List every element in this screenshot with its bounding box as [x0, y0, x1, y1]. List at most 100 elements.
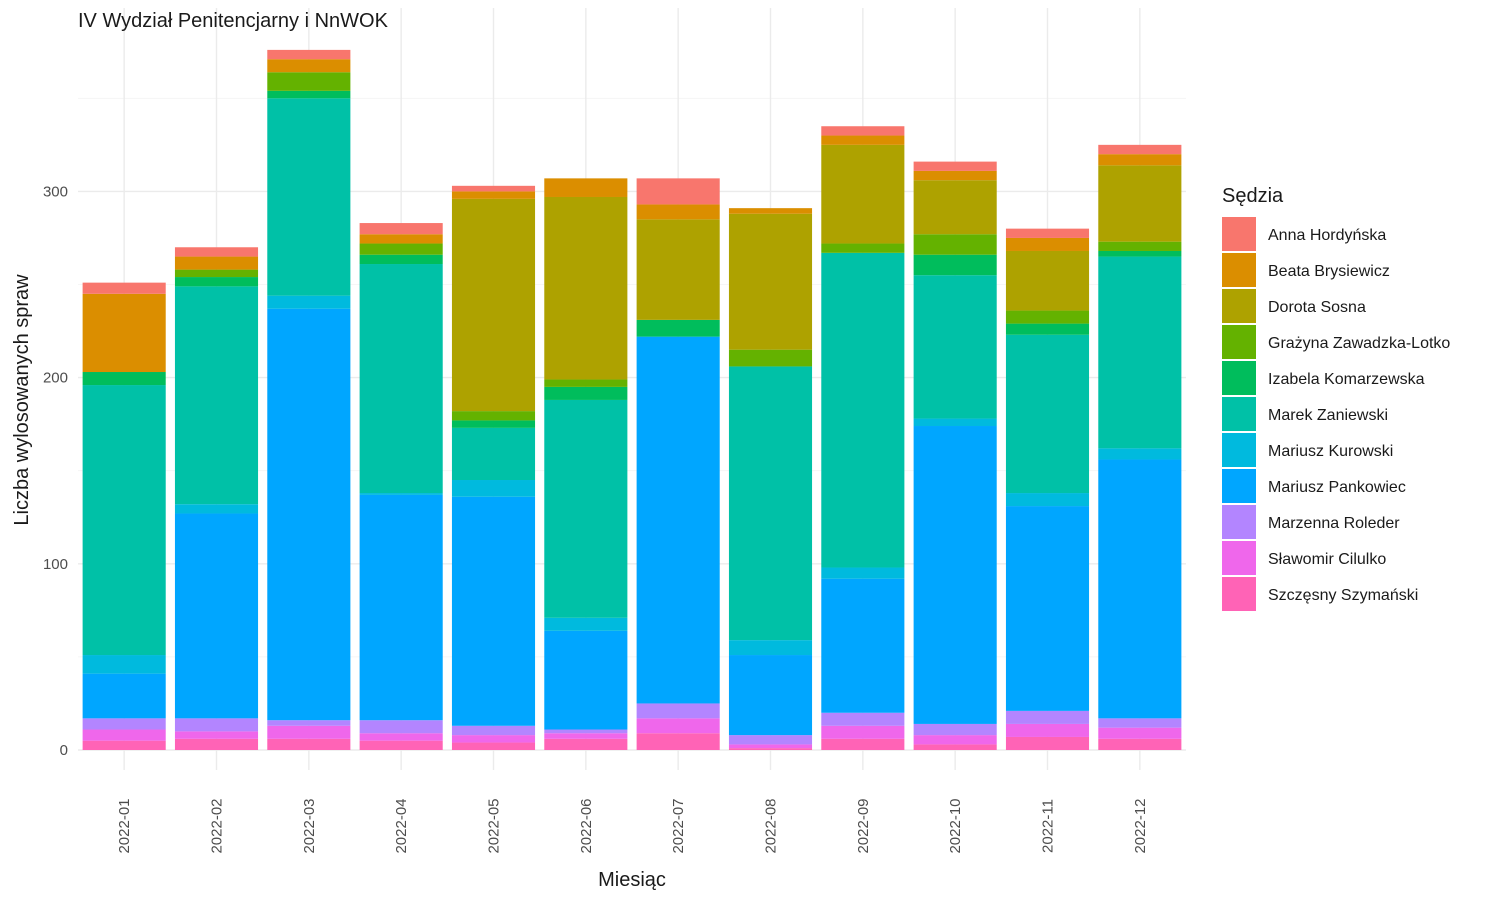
bar-segment — [267, 98, 351, 296]
bar-segment — [82, 718, 166, 730]
bar-segment — [821, 144, 905, 244]
bar-segment — [359, 733, 443, 741]
bar-segment — [82, 385, 166, 656]
bar-segment — [913, 723, 997, 736]
bar-segment — [544, 399, 628, 618]
bar-segment — [1098, 165, 1182, 242]
x-tick-label: 2022-04 — [393, 798, 410, 853]
bar-segment — [821, 578, 905, 713]
x-tick-label: 2022-01 — [116, 798, 133, 853]
bar-segment — [359, 720, 443, 734]
bar-segment — [913, 170, 997, 181]
bar-segment — [913, 180, 997, 235]
bar-segment — [913, 426, 997, 724]
legend-label: Grażyna Zawadzka-Lotko — [1268, 335, 1450, 352]
x-tick-label: 2022-08 — [763, 798, 780, 853]
chart-title: IV Wydział Penitencjarny i NnWOK — [78, 10, 389, 32]
legend-label: Sławomir Cilulko — [1268, 551, 1386, 568]
bar-segment — [174, 504, 259, 514]
bar-segment — [544, 617, 628, 631]
bar-segment — [1098, 448, 1182, 460]
bar-segment — [267, 308, 351, 721]
legend: Sędzia Anna Hordyńska Beata Brysiewicz Dor… — [1222, 185, 1450, 611]
legend-swatch — [1222, 505, 1256, 539]
y-axis-title: Liczba wylosowanych spraw — [11, 274, 33, 526]
y-tick-label: 100 — [43, 556, 68, 573]
bar-segment — [1005, 334, 1090, 494]
bar-segment — [359, 740, 443, 750]
y-tick-label: 200 — [43, 370, 68, 387]
bar-segment — [913, 161, 997, 171]
bar-segment — [82, 282, 166, 294]
bar-segment — [544, 196, 628, 380]
bar-segment — [1098, 718, 1182, 728]
bar-segment — [359, 494, 443, 721]
bar-segment — [821, 243, 905, 253]
bar-segment — [544, 733, 628, 739]
y-tick-labels: 0 100 200 300 — [43, 183, 68, 759]
bar-segment — [82, 740, 166, 750]
bar-segment — [174, 731, 259, 739]
bar-segment — [82, 729, 166, 741]
bar-segment — [1005, 228, 1090, 238]
bar-segment — [267, 49, 351, 60]
bar-segment — [451, 185, 536, 192]
x-tick-label: 2022-10 — [947, 798, 964, 853]
bar-segment — [728, 748, 813, 750]
legend-swatch — [1222, 289, 1256, 323]
bar-segment — [1098, 256, 1182, 449]
x-tick-label: 2022-09 — [855, 798, 872, 853]
bar-segment — [359, 223, 443, 235]
bar-segment — [913, 744, 997, 750]
bar-segment — [174, 718, 259, 732]
bar-segment — [913, 254, 997, 276]
bar-segment — [1005, 710, 1090, 724]
bar-segment — [359, 243, 443, 255]
legend-swatch — [1222, 325, 1256, 359]
legend-label: Szczęsny Szymański — [1268, 587, 1418, 604]
x-tick-labels: 2022-01 2022-02 2022-03 2022-04 2022-05 2022-… — [116, 798, 1149, 853]
bar-segment — [359, 254, 443, 265]
bar-segment — [728, 655, 813, 736]
bar-segment — [451, 411, 536, 421]
bar-segment — [174, 256, 259, 270]
x-axis-title: Miesiąc — [598, 869, 666, 891]
bar-segment — [728, 744, 813, 749]
legend-swatch — [1222, 397, 1256, 431]
bar-segment — [636, 178, 720, 205]
bar-segment — [1098, 738, 1182, 750]
legend-swatch — [1222, 253, 1256, 287]
bar-segment — [174, 269, 259, 278]
x-tick-label: 2022-07 — [670, 798, 687, 853]
bar-segment — [1005, 493, 1090, 507]
bar-segment — [636, 733, 720, 750]
legend-swatch — [1222, 361, 1256, 395]
bar-segment — [174, 286, 259, 505]
bar-segment — [913, 735, 997, 745]
bar-segment — [82, 655, 166, 674]
bar-segment — [451, 420, 536, 428]
bar-segment — [359, 493, 443, 495]
bar-segment — [267, 725, 351, 739]
bar-segment — [821, 252, 905, 568]
bar-segment — [821, 135, 905, 145]
bar-segment — [728, 213, 813, 350]
bar-segment — [451, 496, 536, 726]
bar-segment — [451, 742, 536, 750]
bar-segment — [267, 59, 351, 73]
bar-segment — [544, 630, 628, 730]
bar-segment — [451, 427, 536, 481]
legend-swatch — [1222, 217, 1256, 251]
bar-segment — [728, 366, 813, 641]
bar-segment — [544, 178, 628, 197]
bar-segment — [267, 90, 351, 99]
bar-segment — [821, 725, 905, 739]
bar-segment — [544, 379, 628, 387]
x-tick-label: 2022-02 — [209, 798, 226, 853]
bar-segment — [82, 372, 166, 386]
bar-segment — [728, 735, 813, 745]
bar-segment — [359, 264, 443, 494]
bar-segment — [636, 703, 720, 719]
